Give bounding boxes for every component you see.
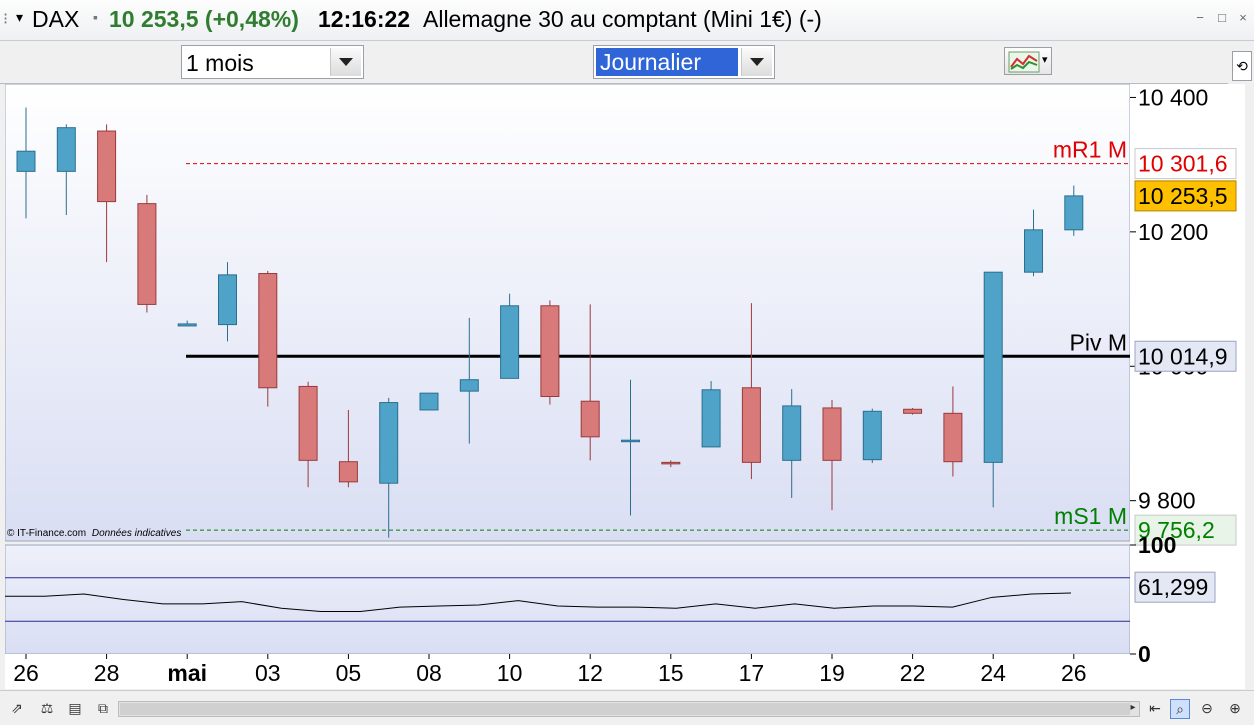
candle-body — [298, 385, 318, 461]
y-tick-label: 10 200 — [1138, 219, 1208, 245]
level-price-badge: 10 301,6 — [1138, 151, 1228, 177]
candle-body — [983, 271, 1003, 463]
interval-select-value: Journalier — [596, 48, 738, 76]
indicator-value-label: 61,299 — [1138, 574, 1208, 600]
indicator-line — [5, 592, 1072, 612]
zoom-select-icon[interactable]: ⌕ — [1170, 699, 1190, 719]
minimize-icon[interactable]: − — [1196, 10, 1204, 25]
candle-body — [419, 392, 439, 411]
candle-body — [822, 407, 842, 461]
level-label: Piv M — [1070, 329, 1128, 355]
price-change: 10 253,5 (+0,48%) — [109, 6, 299, 32]
candle-body — [862, 410, 882, 461]
indicator-value-box — [1134, 571, 1216, 603]
x-tick-label: 12 — [577, 660, 603, 686]
current-price-badge-box — [1134, 180, 1237, 212]
instrument-name: Allemagne 30 au comptant (Mini 1€) (-) — [423, 6, 822, 32]
caret-down-icon: ▾ — [1042, 54, 1048, 66]
close-icon[interactable]: × — [1239, 10, 1247, 25]
candle-body — [97, 130, 117, 203]
candle-body — [1064, 195, 1084, 231]
x-tick-label: 03 — [255, 660, 281, 686]
candle-body — [943, 412, 963, 463]
symbol-label[interactable]: DAX — [32, 6, 80, 32]
compare-icon[interactable]: ⚖ — [40, 700, 54, 716]
candle-body — [218, 274, 237, 326]
candle-body — [540, 305, 560, 398]
y-tick-label: 9 800 — [1138, 488, 1196, 514]
level-price-badge-box — [1134, 340, 1237, 372]
x-tick-label: 15 — [658, 660, 684, 686]
x-tick-label: 24 — [980, 660, 1006, 686]
candle-body — [741, 387, 761, 463]
horizontal-scrollbar[interactable] — [118, 701, 1140, 717]
x-tick-label: 22 — [900, 660, 926, 686]
y-tick-label: 10 400 — [1138, 84, 1208, 110]
chart-style-icon — [1008, 51, 1040, 73]
candle-body — [16, 150, 36, 172]
candle-body — [459, 379, 479, 392]
grip-icon: ⁝ — [3, 11, 9, 28]
side-panel-toggle-icon[interactable]: ⟲ — [1232, 51, 1252, 81]
chevron-down-icon[interactable] — [330, 48, 361, 76]
candle-body — [701, 389, 721, 448]
chart-toolbar: 1 mois Journalier ▾ — [0, 41, 1254, 84]
watermark: © IT-Finance.com Données indicatives — [7, 528, 181, 539]
x-tick-label: 17 — [739, 660, 765, 686]
candle-body — [621, 439, 640, 443]
candle-body — [500, 305, 520, 379]
x-tick-label: 05 — [336, 660, 362, 686]
level-price-badge-box — [1134, 514, 1237, 546]
candle-body — [782, 405, 802, 461]
x-tick-label: 19 — [819, 660, 845, 686]
candle-body — [56, 127, 76, 172]
candle-body — [661, 461, 681, 465]
x-tick-label: 28 — [94, 660, 120, 686]
zoom-reset-icon[interactable]: ⇤ — [1149, 700, 1161, 716]
x-tick-label: mai — [167, 660, 207, 686]
candle-body — [177, 323, 197, 327]
indicator-icon[interactable]: ⧉ — [98, 700, 108, 716]
candle-body — [580, 400, 600, 438]
candle-body — [903, 408, 923, 414]
scroll-right-icon[interactable]: ▸ — [1130, 702, 1136, 713]
x-tick-label: 10 — [497, 660, 523, 686]
chart-add-icon[interactable]: ⇗ — [11, 700, 23, 716]
candle-body — [258, 273, 278, 389]
zoom-in-icon[interactable]: ⊕ — [1229, 700, 1241, 716]
chart-style-button[interactable]: ▾ — [1004, 47, 1052, 75]
menu-grip-icon[interactable]: ▪ — [93, 9, 98, 25]
candle-body — [338, 461, 358, 483]
indicator-y-tick-label: 0 — [1138, 641, 1151, 667]
x-tick-label: 08 — [416, 660, 442, 686]
candle-body — [379, 402, 399, 484]
chevron-down-icon[interactable] — [741, 48, 772, 76]
window-titlebar: ⁝ ▾ DAX ▪ 10 253,5 (+0,48%) 12:16:22 All… — [0, 0, 1254, 41]
candle-body — [1024, 229, 1043, 273]
candle-body — [137, 203, 157, 305]
period-select-value: 1 mois — [186, 50, 254, 76]
scrollbar-thumb[interactable] — [120, 703, 1130, 715]
level-price-badge: 9 756,2 — [1138, 517, 1215, 543]
watermark-copyright: © IT-Finance.com — [7, 528, 87, 539]
level-price-badge-box — [1134, 148, 1237, 180]
watermark-note: Données indicatives — [91, 528, 182, 539]
symbol-dropdown-icon[interactable]: ▾ — [16, 9, 24, 25]
current-price-badge: 10 253,5 — [1138, 183, 1228, 209]
indicator-y-tick-label: 100 — [1138, 532, 1176, 558]
level-price-badge: 10 014,9 — [1138, 343, 1228, 369]
period-select[interactable]: 1 mois — [181, 45, 364, 79]
horizontal-scrollbar-bar: ⇗ ⚖ ▤ ⧉ ◂ ▸ ⇤ ⌕ ⊖ ⊕ — [0, 690, 1254, 725]
zoom-out-icon[interactable]: ⊖ — [1201, 700, 1213, 716]
x-tick-label: 26 — [13, 660, 39, 686]
interval-select[interactable]: Journalier — [593, 45, 775, 79]
level-label: mR1 M — [1053, 137, 1127, 163]
level-label: mS1 M — [1054, 503, 1127, 529]
clock-time: 12:16:22 — [318, 6, 411, 32]
x-tick-label: 26 — [1061, 660, 1087, 686]
list-icon[interactable]: ▤ — [68, 700, 82, 716]
maximize-icon[interactable]: □ — [1218, 10, 1226, 25]
